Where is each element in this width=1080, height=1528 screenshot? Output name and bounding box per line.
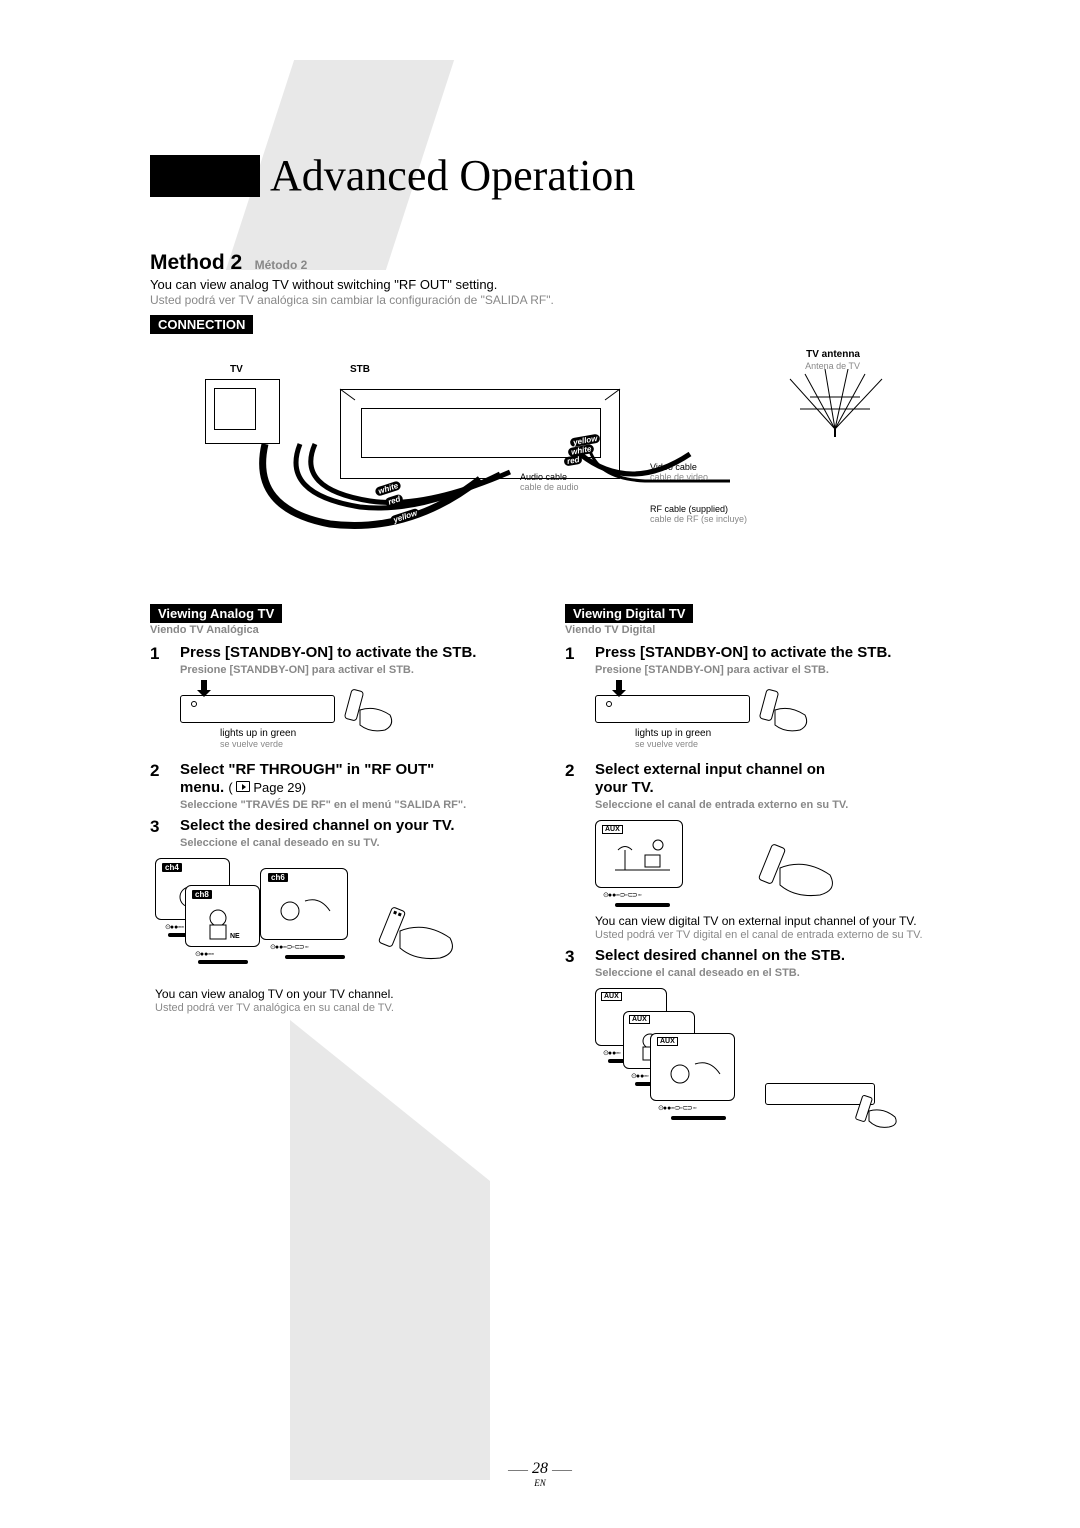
hand-remote [755,685,815,735]
step-title-cont: menu. ( Page 29) [180,779,515,797]
step-title: Press [STANDBY-ON] to activate the STB. [180,644,515,662]
menu-word: menu. [180,779,224,796]
digital-tag: Viewing Digital TV [565,604,693,623]
stb-icon [180,695,335,723]
analog-note-en: You can view analog TV on your TV channe… [155,987,515,1001]
step-number: 3 [565,947,581,1133]
step-title: Select the desired channel on your TV. [180,817,515,835]
tv-label: TV [230,364,243,375]
analog-channel-diagram: ⊙● ●◦◦◦◦ ch4 ⊙● ●◦◦◦◦ ch8 NE ⊙● ●◦◦◦⊃◦ ⊂… [150,853,515,983]
video-cable-en: Video cable [650,462,697,472]
rf-cable-es: cable de RF (se incluye) [650,514,747,524]
step-number: 2 [150,761,166,811]
connection-tag: CONNECTION [150,315,253,334]
intro-en: You can view analog TV without switching… [150,277,930,292]
analog-step-3: 3 Select the desired channel on your TV.… [150,817,515,849]
method-title: Method 2 [150,251,242,274]
ch6-tag: ch6 [268,873,288,882]
step-title-cont: your TV. [595,779,930,797]
analog-column: Viewing Analog TV Viendo TV Analógica 1 … [150,604,515,1133]
audio-cable-es: cable de audio [520,482,579,492]
antenna-icon [770,369,900,439]
cables [250,439,750,549]
step-title: Select "RF THROUGH" in "RF OUT" [180,761,515,779]
analog-tag: Viewing Analog TV [150,604,282,623]
analog-step-1: 1 Press [STANDBY-ON] to activate the STB… [150,644,515,755]
ch8-tag: ch8 [192,890,212,899]
method-line: Method 2 Método 2 [150,251,930,275]
intro-es: Usted podrá ver TV analógica sin cambiar… [150,293,930,307]
hand-remote [750,840,850,900]
stb-channel-diagram: ⊙● ●◦◦◦ AUX ⊙● ●◦◦◦ AUX NE ⊙● ●◦◦◦⊃◦ ⊂⊃ … [595,983,930,1133]
beach-scene [610,835,675,883]
ch4-tag: ch4 [162,863,182,872]
stb-label: STB [350,364,370,375]
reporter-icon: NE [200,903,250,943]
step-title-es: Seleccione el canal deseado en su TV. [180,837,515,849]
digital-step-3: 3 Select desired channel on the STB. Sel… [565,947,930,1133]
page-number: —— 28 —— EN [508,1460,572,1488]
section-header: Advanced Operation [150,150,930,201]
analog-tag-es: Viendo TV Analógica [150,624,515,636]
method-subtitle: Método 2 [255,258,308,272]
cartoon-scene [665,1049,727,1095]
digital-note-es: Usted podrá ver TV digital en el canal d… [595,929,930,941]
page-ref-arrow-icon [236,781,250,792]
page-num-value: 28 [532,1460,548,1477]
step-number: 3 [150,817,166,849]
connection-diagram: TV STB TV antenna Antena de TV [150,344,930,574]
step-number: 1 [150,644,166,755]
arrow-down [194,680,214,698]
video-cable-es: cable de video [650,472,708,482]
analog-note-es: Usted podrá ver TV analógica en su canal… [155,1002,515,1014]
stb-icon [595,695,750,723]
stb-diagram: lights up in green se vuelve verde [595,680,930,755]
step-title: Press [STANDBY-ON] to activate the STB. [595,644,930,662]
aux-tag: AUX [629,1015,650,1024]
step-title: Select desired channel on the STB. [595,947,930,965]
step-title-es: Seleccione el canal de entrada externo e… [595,799,930,811]
lights-label: lights up in green [220,728,296,739]
aux-diagram: ⊙● ●◦◦◦⊃◦ ⊂⊃ ◦◦ AUX [595,815,930,910]
step-title-es: Seleccione el canal deseado en el STB. [595,967,930,979]
rf-cable-en: RF cable (supplied) [650,504,728,514]
hand-remote [370,903,470,963]
lights-label-es: se vuelve verde [220,739,283,749]
digital-note-en: You can view digital TV on external inpu… [595,914,930,928]
arrow-down [609,680,629,698]
analog-step-2: 2 Select "RF THROUGH" in "RF OUT" menu. … [150,761,515,811]
section-title: Advanced Operation [270,150,635,201]
step-title-es: Presione [STANDBY-ON] para activar el ST… [180,664,515,676]
step-number: 2 [565,761,581,941]
step-number: 1 [565,644,581,755]
antenna-label-en: TV antenna [806,349,860,360]
step-title: Select external input channel on [595,761,930,779]
aux-tag: AUX [601,992,622,1001]
aux-tag: AUX [602,825,623,834]
stb-diagram: lights up in green se vuelve verde [180,680,515,755]
cartoon-scene [275,886,340,934]
title-decoration [150,155,260,197]
hand-remote-small [853,1093,903,1128]
tv-back [205,379,280,444]
lights-label: lights up in green [635,728,711,739]
step-title-es: Presione [STANDBY-ON] para activar el ST… [595,664,930,676]
audio-cable-en: Audio cable [520,472,567,482]
digital-column: Viewing Digital TV Viendo TV Digital 1 P… [565,604,930,1133]
hand-remote [340,685,400,735]
page-lang: EN [508,1478,572,1488]
aux-tag: AUX [657,1037,678,1046]
digital-step-1: 1 Press [STANDBY-ON] to activate the STB… [565,644,930,755]
digital-step-2: 2 Select external input channel on your … [565,761,930,941]
digital-tag-es: Viendo TV Digital [565,624,930,636]
step-title-es: Seleccione "TRAVÉS DE RF" en el menú "SA… [180,799,515,811]
lights-label-es: se vuelve verde [635,739,698,749]
svg-text:NE: NE [230,933,240,940]
page-ref: Page 29) [253,780,306,795]
